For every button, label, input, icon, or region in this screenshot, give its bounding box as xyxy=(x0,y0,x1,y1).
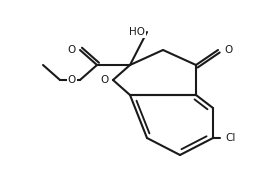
Text: O: O xyxy=(224,45,232,55)
Text: O: O xyxy=(101,75,109,85)
Text: Cl: Cl xyxy=(225,133,235,143)
Text: O: O xyxy=(68,45,76,55)
Text: O: O xyxy=(68,75,76,85)
Text: HO: HO xyxy=(129,27,145,37)
